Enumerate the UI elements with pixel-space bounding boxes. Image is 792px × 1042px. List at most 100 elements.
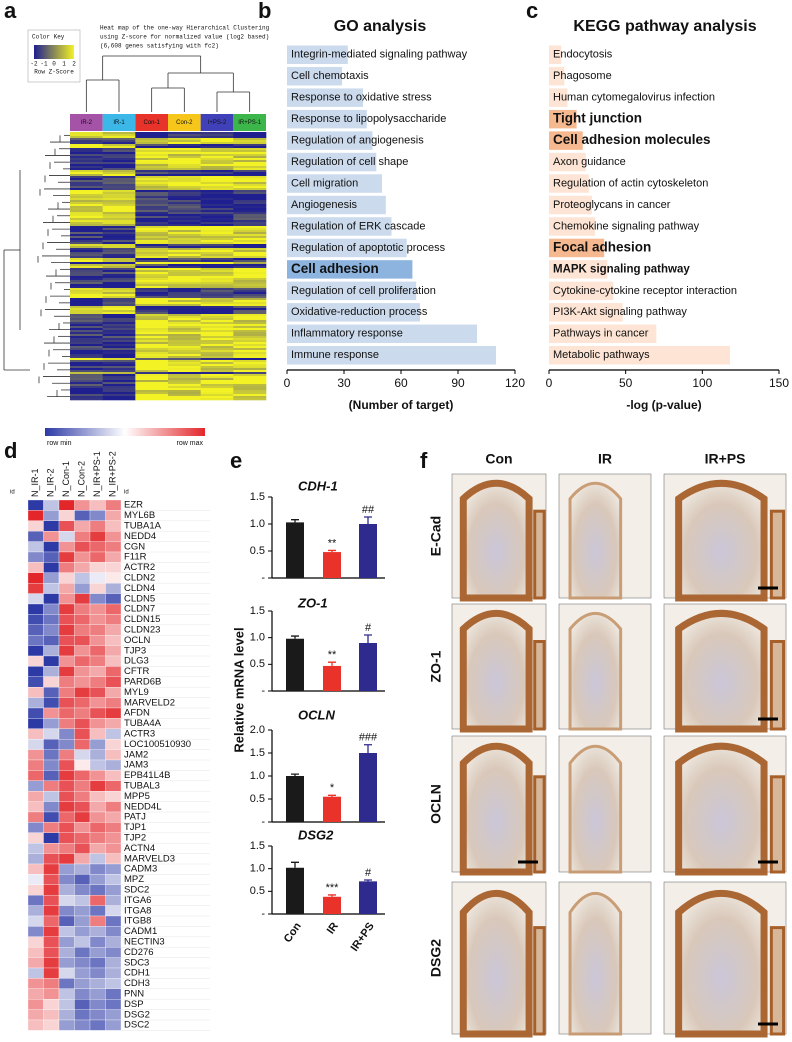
heatmap-cell bbox=[200, 174, 234, 177]
heatmap-cell bbox=[102, 308, 136, 311]
heatmap-cell bbox=[233, 292, 267, 295]
heatmap-cell bbox=[27, 697, 44, 709]
heatmap-cell bbox=[200, 262, 234, 265]
heatmap-cell bbox=[233, 310, 267, 313]
heatmap-cell bbox=[135, 364, 169, 367]
gene-label: MYL9 bbox=[124, 687, 149, 698]
heatmap-cell bbox=[58, 562, 75, 573]
heatmap-cell bbox=[102, 276, 136, 279]
heatmap-cell bbox=[70, 152, 103, 155]
heatmap-cell bbox=[102, 362, 136, 365]
heatmap-cell bbox=[200, 272, 234, 275]
heatmap-cell bbox=[70, 268, 103, 271]
heatmap-cell bbox=[168, 174, 201, 177]
heatmap-cell bbox=[43, 863, 60, 875]
heatmap-cell bbox=[43, 728, 60, 740]
error-bar bbox=[364, 879, 372, 882]
heatmap-cell bbox=[74, 936, 91, 948]
heatmap-cell bbox=[89, 843, 106, 854]
heatmap-cell bbox=[105, 801, 122, 813]
heatmap-cell bbox=[135, 342, 169, 345]
heatmap-cell bbox=[89, 874, 106, 885]
heatmap-cell bbox=[135, 144, 169, 147]
error-bar bbox=[291, 773, 299, 776]
gene-label: EPB41L4B bbox=[124, 770, 170, 781]
bar bbox=[287, 152, 377, 172]
heatmap-cell bbox=[200, 320, 234, 323]
heatmap-cell bbox=[168, 344, 201, 347]
heatmap-cell bbox=[102, 300, 136, 303]
heatmap-cell bbox=[233, 132, 267, 135]
heatmap-cell bbox=[168, 242, 201, 245]
villus bbox=[568, 481, 623, 600]
heatmap-cell bbox=[135, 394, 169, 397]
heatmap-cell bbox=[233, 266, 267, 269]
heatmap-cell bbox=[168, 380, 201, 383]
heatmap-cell bbox=[105, 1009, 122, 1021]
heatmap-cell bbox=[200, 166, 234, 169]
villus bbox=[675, 479, 768, 602]
heatmap-cell bbox=[102, 164, 136, 167]
heatmap-cell bbox=[70, 138, 103, 141]
heatmap-cell bbox=[135, 368, 169, 371]
villus bbox=[459, 479, 533, 602]
heatmap-cell bbox=[27, 1009, 44, 1021]
heatmap-cell bbox=[233, 348, 267, 351]
gene-label: CFTR bbox=[124, 666, 149, 677]
heatmap-cell bbox=[89, 822, 106, 833]
bar bbox=[549, 217, 595, 236]
heatmap-cell bbox=[168, 320, 201, 323]
heatmap-cell bbox=[27, 791, 44, 802]
heatmap-cell bbox=[168, 362, 201, 365]
x-tick-label: 50 bbox=[619, 376, 633, 390]
heatmap-cell bbox=[233, 254, 267, 257]
chart-title: ZO-1 bbox=[297, 595, 328, 610]
heatmap-cell bbox=[168, 322, 201, 325]
heatmap-cell bbox=[168, 196, 201, 199]
heatmap-cell bbox=[200, 392, 234, 395]
heatmap-cell bbox=[58, 1019, 75, 1031]
heatmap-cell bbox=[200, 334, 234, 337]
heatmap-cell bbox=[135, 334, 169, 337]
heatmap-cell bbox=[200, 160, 234, 163]
category-label: Chemokine signaling pathway bbox=[553, 220, 700, 232]
gene-label: CDH3 bbox=[124, 978, 150, 989]
heatmap-cell bbox=[102, 382, 136, 385]
x-tick-label: Con bbox=[282, 920, 304, 945]
heatmap-cell bbox=[200, 162, 234, 165]
heatmap-cell bbox=[168, 218, 201, 221]
heatmap-cell bbox=[70, 392, 103, 395]
heatmap-cell bbox=[233, 312, 267, 315]
gene-label: CGN bbox=[124, 541, 145, 552]
bar bbox=[359, 524, 377, 578]
heatmap-cell bbox=[58, 510, 75, 521]
heatmap-cell bbox=[102, 260, 136, 263]
heatmap-cell bbox=[135, 370, 169, 373]
heatmap-cell bbox=[135, 308, 169, 311]
heatmap-cell bbox=[70, 134, 103, 137]
heatmap-cell bbox=[58, 926, 75, 937]
y-tick-label: 1.5 bbox=[250, 747, 265, 759]
heatmap-cell bbox=[70, 322, 103, 325]
heatmap-cell bbox=[102, 134, 136, 137]
heatmap-cell bbox=[102, 368, 136, 371]
heatmap-cell bbox=[168, 370, 201, 373]
significance: ** bbox=[328, 649, 337, 661]
bar bbox=[287, 109, 367, 129]
heatmap-cell bbox=[102, 180, 136, 183]
bar bbox=[359, 643, 377, 691]
heatmap-cell bbox=[233, 202, 267, 205]
heatmap-cell bbox=[27, 603, 44, 615]
bar bbox=[323, 796, 341, 822]
heatmap-cell bbox=[105, 749, 122, 761]
category-label: Cell adhesion molecules bbox=[553, 132, 711, 147]
panel-label: c bbox=[526, 0, 538, 23]
heatmap-cell bbox=[135, 320, 169, 323]
heatmap-cell bbox=[200, 386, 234, 389]
heatmap-cell bbox=[135, 210, 169, 213]
bar bbox=[287, 174, 382, 193]
heatmap-cell bbox=[200, 396, 234, 399]
heatmap-cell bbox=[200, 184, 234, 187]
side-tissue bbox=[769, 509, 786, 600]
id-label: id bbox=[124, 490, 129, 496]
